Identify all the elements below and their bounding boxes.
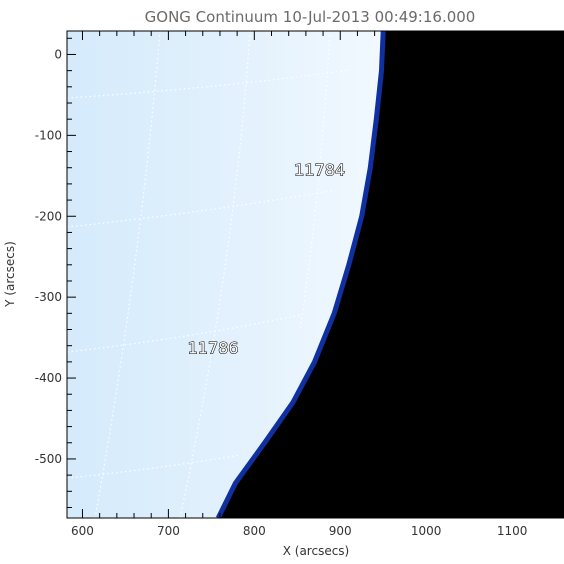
- heliographic-grid: [67, 31, 351, 518]
- y-tick-label: -400: [35, 371, 62, 385]
- plot-frame: [66, 30, 564, 519]
- grid-line: [67, 189, 336, 228]
- solar-disk: [67, 31, 384, 518]
- x-tick-label: 700: [157, 524, 180, 538]
- active-region-labels: 11784 11786: [187, 160, 346, 358]
- y-tick-label: 0: [54, 47, 62, 61]
- grid-line: [299, 31, 331, 331]
- x-tick-label: 600: [71, 524, 94, 538]
- y-tick-label: -200: [35, 209, 62, 223]
- y-axis-label: Y (arcsecs): [3, 241, 17, 308]
- grid-line: [67, 314, 301, 353]
- active-region-label: 11786: [188, 338, 239, 357]
- active-region-label: 11784: [294, 160, 345, 179]
- solar-limb: [215, 31, 386, 518]
- x-tick-label: 1000: [411, 524, 442, 538]
- y-tick-label: -500: [35, 452, 62, 466]
- y-axis-ticks: 0 -100 -200 -300 -400 -500: [35, 37, 76, 508]
- x-tick-label: 900: [329, 524, 352, 538]
- y-tick-label: -300: [35, 290, 62, 304]
- y-tick-label: -100: [35, 128, 62, 142]
- grid-line: [67, 454, 241, 479]
- x-axis-label: X (arcsecs): [283, 544, 350, 558]
- grid-line: [179, 31, 251, 518]
- x-tick-label: 1100: [497, 524, 528, 538]
- x-tick-label: 800: [243, 524, 266, 538]
- x-axis-ticks: 600 700 800 900 1000 1100: [71, 31, 564, 538]
- image-title: GONG Continuum 10-Jul-2013 00:49:16.000: [145, 8, 476, 26]
